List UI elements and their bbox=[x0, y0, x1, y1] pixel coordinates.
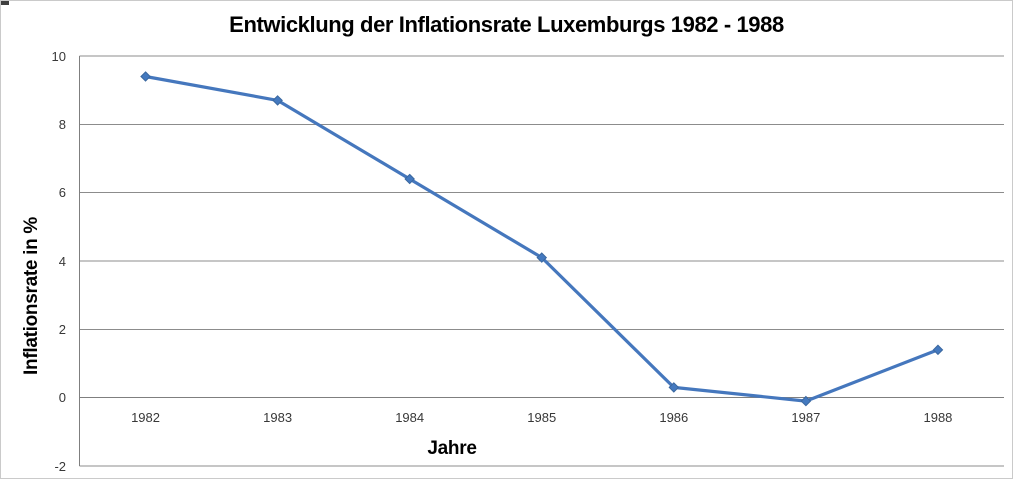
x-tick-label: 1984 bbox=[395, 410, 425, 425]
screenshot-corner-artifact bbox=[1, 1, 9, 5]
y-tick-label: 6 bbox=[58, 185, 66, 201]
chart-title: Entwicklung der Inflationsrate Luxemburg… bbox=[229, 12, 784, 37]
y-tick-label: 4 bbox=[58, 253, 66, 269]
y-tick-label: 0 bbox=[58, 390, 66, 406]
x-tick-label: 1986 bbox=[659, 410, 689, 425]
data-point-marker bbox=[140, 71, 151, 82]
data-point-marker bbox=[932, 344, 944, 356]
y-tick-label: 8 bbox=[58, 116, 66, 132]
x-tick-label: 1985 bbox=[527, 410, 557, 425]
data-point-marker bbox=[536, 252, 548, 263]
data-point-marker bbox=[668, 382, 680, 393]
data-point-marker bbox=[404, 173, 415, 185]
y-tick-label: -2 bbox=[54, 458, 66, 474]
x-tick-label: 1983 bbox=[263, 410, 293, 425]
x-axis-title: Jahre bbox=[427, 438, 477, 459]
y-tick-label: 2 bbox=[58, 321, 66, 337]
x-tick-label: 1982 bbox=[131, 410, 160, 425]
series-line bbox=[143, 74, 940, 403]
x-tick-label: 1987 bbox=[791, 410, 821, 425]
data-point-marker bbox=[800, 395, 812, 407]
data-point-marker bbox=[272, 95, 283, 106]
x-tick-label: 1988 bbox=[923, 410, 953, 425]
y-tick-label: 10 bbox=[51, 48, 66, 64]
